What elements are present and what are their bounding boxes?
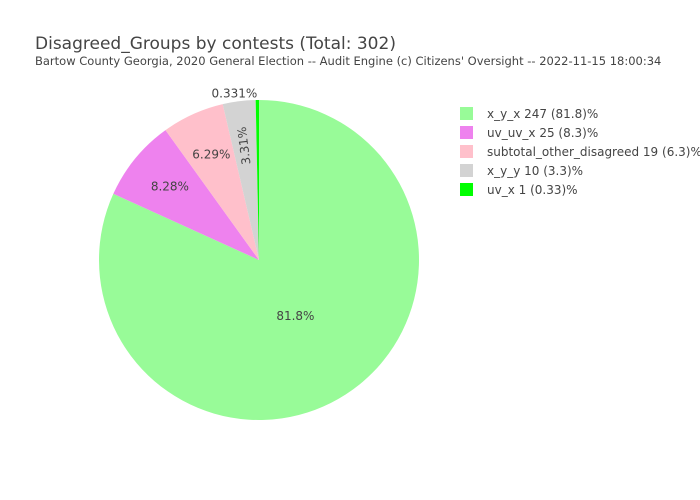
legend-item-uv_x[interactable]: uv_x 1 (0.33)% <box>460 180 700 199</box>
pie-slice-uv_uv_x[interactable] <box>113 130 259 260</box>
legend-item-uv_uv_x[interactable]: uv_uv_x 25 (8.3)% <box>460 123 700 142</box>
legend-label-x_y_y: x_y_y 10 (3.3)% <box>487 163 584 178</box>
legend-label-uv_x: uv_x 1 (0.33)% <box>487 182 578 197</box>
slice-label-x_y_x: 81.8% <box>276 309 314 323</box>
pie-slice-uv_x[interactable] <box>255 100 259 260</box>
legend-item-subtotal_other_disagreed[interactable]: subtotal_other_disagreed 19 (6.3)% <box>460 142 700 161</box>
slice-label-subtotal_other_disagreed: 6.29% <box>192 148 230 162</box>
pie-slice-subtotal_other_disagreed[interactable] <box>165 104 259 260</box>
legend-item-x_y_x[interactable]: x_y_x 247 (81.8)% <box>460 104 700 123</box>
chart-title: Disagreed_Groups by contests (Total: 302… <box>35 34 396 54</box>
legend-swatch-x_y_x <box>460 107 473 120</box>
legend-label-subtotal_other_disagreed: subtotal_other_disagreed 19 (6.3)% <box>487 144 700 159</box>
legend-swatch-x_y_y <box>460 164 473 177</box>
pie-slice-x_y_y[interactable] <box>222 100 259 260</box>
legend-item-x_y_y[interactable]: x_y_y 10 (3.3)% <box>460 161 700 180</box>
slice-label-uv_x: 0.331% <box>212 87 258 101</box>
legend: x_y_x 247 (81.8)% uv_uv_x 25 (8.3)% subt… <box>460 104 700 199</box>
legend-label-x_y_x: x_y_x 247 (81.8)% <box>487 106 599 121</box>
slice-label-uv_uv_x: 8.28% <box>151 179 189 193</box>
chart-subtitle: Bartow County Georgia, 2020 General Elec… <box>35 54 662 68</box>
legend-swatch-uv_x <box>460 183 473 196</box>
legend-swatch-subtotal_other_disagreed <box>460 145 473 158</box>
legend-label-uv_uv_x: uv_uv_x 25 (8.3)% <box>487 125 599 140</box>
legend-swatch-uv_uv_x <box>460 126 473 139</box>
slice-label-x_y_y: 3.31% <box>235 126 254 166</box>
